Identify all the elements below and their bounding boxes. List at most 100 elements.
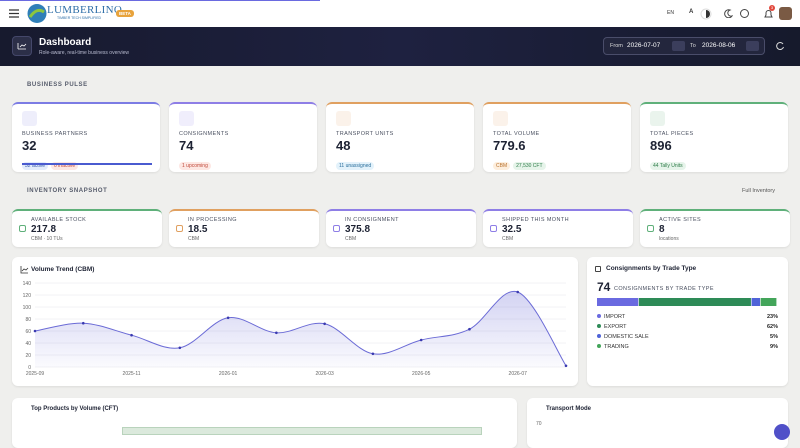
y-tick-label: 60 — [25, 329, 31, 335]
from-calendar[interactable] — [672, 41, 685, 51]
full-inventory-link[interactable]: Full Inventory — [742, 188, 776, 194]
inventory-card: IN PROCESSING 18.5 CBM — [169, 209, 319, 247]
x-tick-label: 2025-11 — [123, 371, 141, 377]
point — [371, 352, 375, 356]
pulse-card: TOTAL PIECES 896 44 Tally Units — [640, 102, 788, 172]
x-tick-label: 2025-09 — [26, 371, 45, 377]
header-icon — [12, 36, 32, 56]
x-tick-label: 2026-07 — [509, 371, 528, 377]
card-icon — [650, 111, 665, 126]
point — [33, 329, 37, 333]
topbar: LUMBERLINQ TIMBER TECH SIMPLIFIED BETA E… — [0, 0, 800, 27]
to-date[interactable]: 2026-08-06 — [702, 42, 736, 49]
card-label: TOTAL VOLUME — [493, 131, 540, 137]
chip-row: 44 Tally Units — [650, 154, 689, 172]
card-value: 217.8 — [31, 224, 57, 235]
card-value: 48 — [336, 138, 351, 153]
point — [178, 346, 182, 350]
chip: 27,530 CFT — [513, 162, 546, 170]
chart-icon — [595, 266, 601, 272]
card-label: ACTIVE SITES — [659, 217, 702, 223]
theme-icon[interactable] — [724, 9, 733, 18]
inventory-card: IN CONSIGNMENT 375.8 CBM — [326, 209, 476, 247]
chart-title: Volume Trend (CBM) — [31, 266, 94, 273]
point — [226, 316, 230, 320]
progress-line — [0, 0, 320, 1]
to-label: To — [690, 43, 696, 49]
legend-dot — [597, 324, 601, 328]
card-value: 779.6 — [493, 138, 526, 153]
chat-button[interactable] — [774, 424, 790, 440]
to-calendar[interactable] — [746, 41, 759, 51]
language[interactable]: EN — [667, 10, 674, 16]
bar-segment — [751, 298, 761, 306]
logo-mark — [27, 4, 47, 23]
card-value: 18.5 — [188, 224, 208, 235]
value-label: 23% — [767, 314, 778, 320]
card-label: SHIPPED THIS MONTH — [502, 217, 569, 223]
panel-title: Transport Mode — [546, 406, 592, 412]
bell-icon[interactable] — [764, 9, 773, 19]
card-icon — [490, 225, 497, 232]
menu-icon[interactable] — [9, 9, 19, 18]
x-tick-label: 2026-01 — [219, 371, 238, 377]
card-unit: CBM — [188, 236, 200, 242]
y-tick-label: 40 — [25, 341, 31, 347]
area — [35, 291, 566, 367]
card-value: 896 — [650, 138, 672, 153]
chip: 44 Tally Units — [650, 162, 686, 170]
card-label: IN CONSIGNMENT — [345, 217, 399, 223]
pulse-card: TRANSPORT UNITS 48 11 unassigned — [326, 102, 474, 172]
chip-row: CBM 27,530 CFT — [493, 154, 549, 172]
font-toggle[interactable]: A — [689, 9, 694, 15]
point — [275, 331, 278, 335]
card-label: TOTAL PIECES — [650, 131, 694, 137]
from-date[interactable]: 2026-07-07 — [627, 42, 661, 49]
card-value: 74 — [179, 138, 194, 153]
y-tick-label: 100 — [23, 305, 32, 311]
bar-segment — [638, 298, 751, 306]
avatar[interactable] — [779, 7, 792, 20]
card-icon — [333, 225, 340, 232]
line-chart: Volume Trend (CBM) 0 20 40 60 80 100 120 140 2025… — [20, 266, 568, 377]
help-icon[interactable] — [740, 9, 749, 18]
point — [468, 327, 471, 331]
card-label: CONSIGNMENTS — [179, 131, 229, 137]
legend-dot — [597, 314, 601, 318]
date-range: From 2026-07-07 To 2026-08-06 — [603, 37, 765, 55]
brand: LUMBERLINQ — [47, 4, 123, 16]
y-tick-label: 120 — [23, 293, 32, 299]
y-tick-label: 80 — [25, 317, 31, 323]
point — [419, 338, 423, 342]
card-label: TRANSPORT UNITS — [336, 131, 394, 137]
y-tick-label: 140 — [23, 281, 32, 287]
beta-badge: BETA — [116, 10, 134, 17]
card-icon — [336, 111, 351, 126]
chip-row: 32 active 0 inactive — [22, 154, 81, 172]
pulse-card: BUSINESS PARTNERS 32 32 active 0 inactive — [12, 102, 160, 172]
card-value: 375.8 — [345, 224, 371, 235]
point — [323, 322, 326, 326]
bar-segment — [760, 298, 777, 306]
chip: 11 unassigned — [336, 162, 375, 170]
product-bar — [122, 427, 482, 435]
card-unit: CBM · 10 TUs — [31, 236, 63, 242]
chip-row: 11 unassigned — [336, 154, 377, 172]
pulse-card: CONSIGNMENTS 74 1 upcoming — [169, 102, 317, 172]
card-icon — [22, 111, 37, 126]
card-unit: CBM — [345, 236, 357, 242]
legend-label: TRADING — [604, 344, 629, 350]
pulse-card: TOTAL VOLUME 779.6 CBM 27,530 CFT — [483, 102, 631, 172]
card-unit: locations — [659, 236, 679, 242]
trade-type-card: Consignments by Trade Type 74 CONSIGNMENTS… — [587, 257, 788, 386]
card-icon — [647, 225, 654, 232]
contrast-icon[interactable] — [700, 8, 712, 20]
header: Dashboard Role-aware, real-time business… — [0, 27, 800, 66]
card-value: 8 — [659, 224, 665, 235]
legend-label: IMPORT — [604, 314, 626, 320]
chart-icon — [20, 266, 29, 274]
card-value: 32 — [22, 138, 37, 153]
point — [130, 333, 133, 337]
refresh-icon[interactable] — [775, 41, 785, 51]
value-label: 9% — [770, 344, 778, 350]
